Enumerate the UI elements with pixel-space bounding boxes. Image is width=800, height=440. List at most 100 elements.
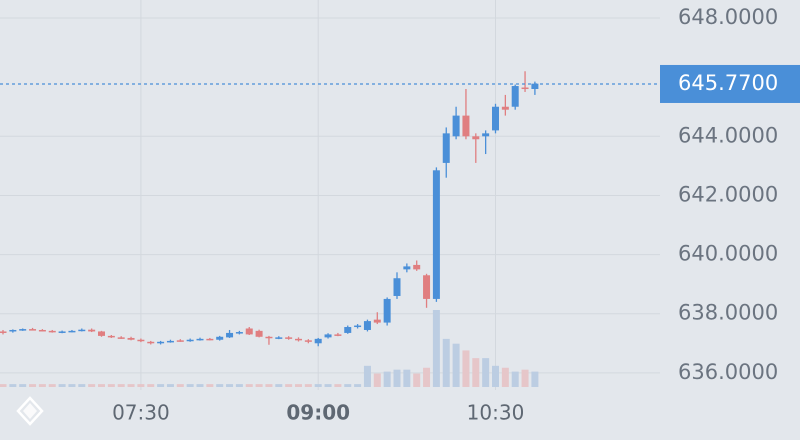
candle-body [38, 329, 46, 332]
volume-bar [107, 384, 115, 387]
candle-body [186, 339, 194, 342]
volume-bar [363, 365, 371, 387]
y-tick-label: 636.0000 [678, 360, 778, 384]
candle-body [442, 133, 450, 163]
candle-body [393, 278, 401, 296]
volume-bar [393, 369, 401, 387]
volume-bar [9, 384, 17, 387]
candle-body [245, 328, 253, 335]
candle-body [9, 329, 17, 332]
volume-bar [226, 384, 234, 387]
volume-bar [137, 384, 145, 387]
volume-bar [413, 373, 421, 387]
candle-body [531, 83, 539, 89]
volume-bar [275, 384, 283, 387]
candle-body [19, 329, 27, 331]
volume-bar [78, 384, 86, 387]
volume-bar [531, 371, 539, 387]
volume-bar [186, 384, 194, 387]
volume-bar [166, 384, 174, 387]
volume-bar [344, 384, 352, 387]
candle-body [127, 337, 135, 340]
volume-bar [295, 384, 302, 387]
candle-body [206, 338, 214, 341]
volume-bar [482, 358, 490, 387]
candle-body [117, 337, 125, 339]
volume-bar [19, 384, 27, 387]
volume-bar [58, 384, 66, 387]
candle-body [432, 170, 440, 299]
volume-bar [48, 384, 56, 387]
logo-shape [23, 403, 37, 419]
volume-bar [206, 384, 214, 387]
candle-body [511, 86, 519, 107]
logo-shape [16, 396, 44, 426]
volume-bar [265, 384, 273, 387]
volume-bar [521, 369, 529, 387]
candle-body [492, 106, 499, 131]
candle-body [314, 338, 322, 344]
volume-bar [127, 384, 135, 387]
candle-body [324, 334, 332, 338]
candle-body [235, 332, 243, 334]
volume-bar [0, 384, 7, 387]
candle-body [98, 331, 105, 336]
y-tick-label: 638.0000 [678, 301, 778, 325]
last-price-box [660, 64, 800, 103]
candle-body [462, 115, 470, 137]
volume-bar [511, 371, 519, 387]
y-tick-label: 642.0000 [678, 182, 778, 206]
volume-bar [403, 369, 411, 387]
volume-bar [492, 365, 499, 387]
volume-bar [324, 384, 332, 387]
candle-body [166, 340, 174, 343]
volume-bar [501, 367, 509, 387]
volume-bar [98, 384, 105, 387]
volume-bar [354, 384, 362, 387]
candle-body [482, 133, 490, 137]
candle-body [68, 330, 76, 333]
volume-bar [255, 384, 263, 387]
candle-body [275, 337, 283, 339]
candle-body [413, 264, 421, 270]
volume-bar [472, 358, 480, 387]
volume-bar [432, 310, 440, 387]
candle-body [403, 266, 411, 270]
y-tick-label: 648.0000 [678, 5, 778, 29]
logo [16, 396, 44, 426]
candle-body [226, 332, 234, 338]
volume-bar [314, 384, 322, 387]
x-tick-label: 09:00 [286, 401, 350, 425]
x-tick-label: 07:30 [112, 401, 170, 425]
volume-bar [235, 384, 243, 387]
y-tick-label: 644.0000 [678, 123, 778, 147]
volume-bar [245, 384, 253, 387]
volume-bar [373, 373, 381, 387]
volume-bar [117, 384, 125, 387]
volume-bar [196, 384, 204, 387]
y-tick-label: 640.0000 [678, 242, 778, 266]
candle-body [157, 341, 165, 344]
candle-body [29, 329, 37, 331]
candle-body [354, 325, 362, 328]
candle-body [363, 321, 371, 330]
x-tick-label: 10:30 [467, 401, 525, 425]
candle-body [48, 330, 56, 333]
candle-body [472, 136, 480, 140]
volume-bar [68, 384, 76, 387]
candle-body [78, 329, 86, 332]
volume-bar [29, 384, 37, 387]
candle-body [196, 338, 204, 341]
candle-body [501, 106, 509, 110]
candle-body [334, 334, 342, 336]
candle-body [383, 298, 391, 323]
volume-bar [423, 367, 431, 387]
volume-bar [38, 384, 46, 387]
candle-body [521, 87, 529, 90]
volume-bar [334, 384, 342, 387]
volume-bar [462, 350, 470, 387]
volume-bar [304, 384, 312, 387]
last-price-label: 645.7700 [678, 71, 778, 95]
